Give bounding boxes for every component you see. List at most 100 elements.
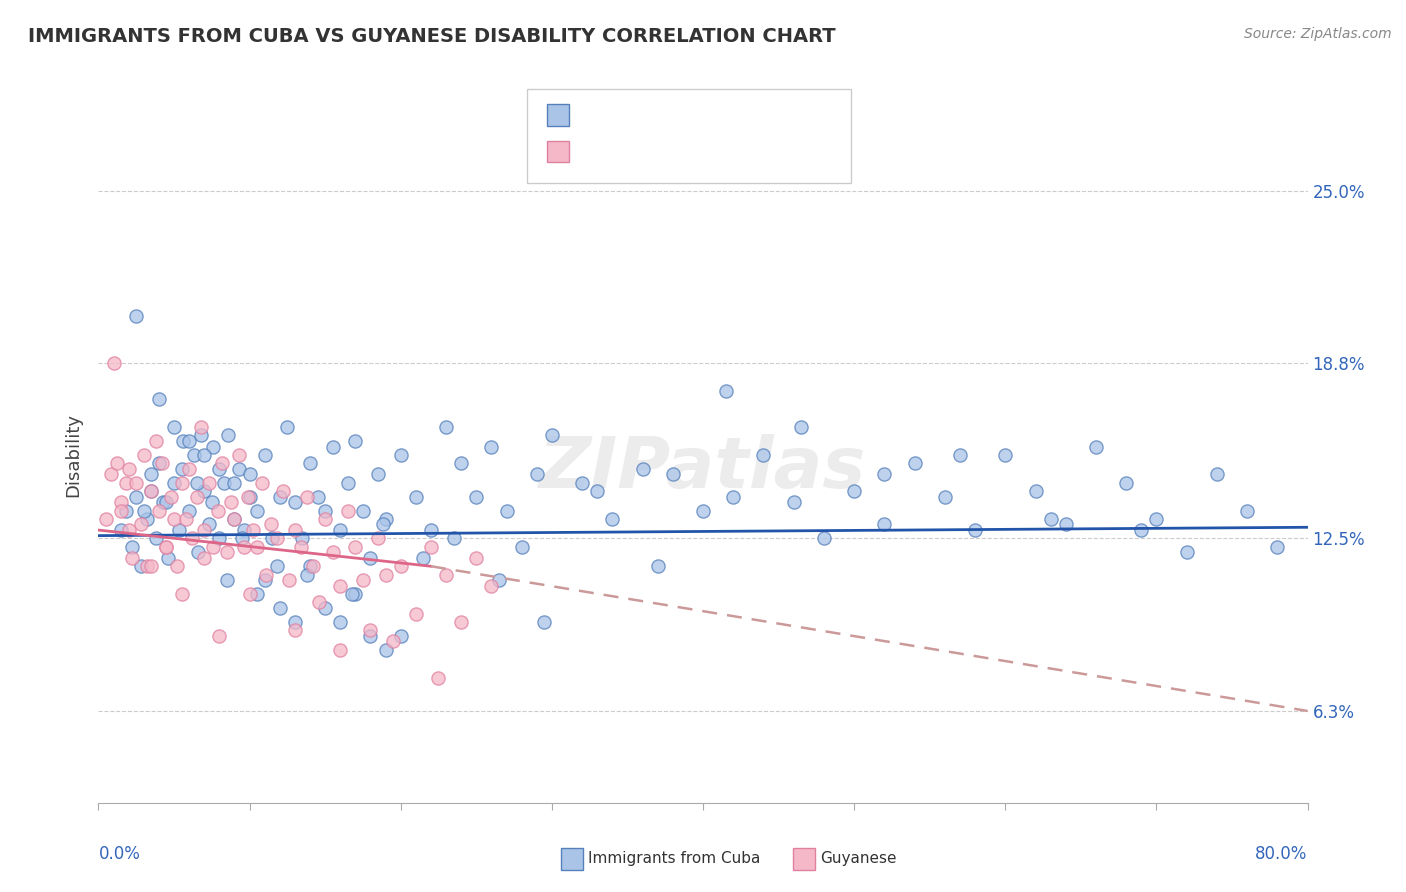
Point [1206, 467, 1229, 482]
Point [110, 503, 132, 517]
Point [495, 503, 517, 517]
Point [602, 512, 624, 526]
Point [342, 587, 364, 601]
Point [135, 512, 157, 526]
Point [94, 512, 117, 526]
Point [412, 550, 434, 565]
Point [250, 475, 273, 490]
Point [1115, 475, 1137, 490]
Point [208, 462, 231, 476]
Text: 0.0%: 0.0% [98, 845, 141, 863]
Point [260, 517, 283, 532]
Point [314, 601, 336, 615]
Text: 78: 78 [735, 145, 758, 159]
Point [163, 512, 186, 526]
Text: ZIPatlas: ZIPatlas [540, 434, 866, 503]
Point [156, 550, 179, 565]
Point [994, 448, 1017, 462]
Point [197, 517, 219, 532]
Point [141, 484, 163, 499]
Point [110, 523, 132, 537]
Point [308, 595, 330, 609]
Point [202, 440, 225, 454]
Point [190, 428, 212, 442]
Point [232, 523, 254, 537]
Text: Source: ZipAtlas.com: Source: ZipAtlas.com [1244, 27, 1392, 41]
Point [100, 467, 122, 482]
Point [253, 448, 276, 462]
Point [231, 532, 253, 546]
Point [526, 467, 548, 482]
Point [1146, 512, 1168, 526]
Point [329, 615, 352, 629]
Point [132, 503, 155, 517]
Point [118, 523, 141, 537]
Point [129, 559, 152, 574]
Point [934, 490, 956, 504]
Point [405, 607, 427, 621]
Point [145, 434, 167, 448]
Point [299, 559, 322, 574]
Point [284, 495, 307, 509]
Point [299, 456, 322, 470]
Text: R =: R = [574, 145, 609, 159]
Point [193, 550, 215, 565]
Point [141, 484, 163, 499]
Point [295, 567, 318, 582]
Text: Guyanese: Guyanese [820, 851, 896, 865]
Point [723, 490, 745, 504]
Point [367, 532, 389, 546]
Point [389, 448, 412, 462]
Point [443, 532, 465, 546]
Point [873, 517, 896, 532]
Point [1175, 545, 1198, 559]
Point [145, 532, 167, 546]
Text: N =: N = [686, 145, 723, 159]
Point [211, 456, 233, 470]
Point [266, 532, 288, 546]
Point [1130, 523, 1153, 537]
Point [174, 512, 197, 526]
Point [201, 495, 224, 509]
Point [752, 448, 775, 462]
Text: 0.015: 0.015 [623, 108, 673, 122]
Point [322, 440, 344, 454]
Point [271, 484, 294, 499]
Point [148, 392, 170, 407]
Point [152, 495, 174, 509]
Point [904, 456, 927, 470]
Point [155, 540, 177, 554]
Point [118, 462, 141, 476]
Point [266, 559, 288, 574]
Point [232, 540, 254, 554]
Point [322, 545, 344, 559]
Text: Immigrants from Cuba: Immigrants from Cuba [588, 851, 761, 865]
Point [336, 503, 359, 517]
Point [179, 434, 201, 448]
Point [329, 642, 352, 657]
Point [186, 475, 208, 490]
Point [135, 559, 157, 574]
Point [224, 512, 246, 526]
Point [215, 545, 238, 559]
Point [295, 490, 318, 504]
Point [783, 495, 806, 509]
Point [121, 540, 143, 554]
Point [239, 490, 262, 504]
Point [187, 545, 209, 559]
Point [344, 434, 367, 448]
Point [465, 550, 488, 565]
Point [382, 634, 405, 648]
Point [269, 490, 291, 504]
Point [110, 495, 132, 509]
Point [114, 503, 136, 517]
Point [166, 559, 188, 574]
Point [371, 517, 394, 532]
Point [148, 456, 170, 470]
Text: R =: R = [574, 108, 609, 122]
Text: N =: N = [686, 108, 723, 122]
Point [193, 448, 215, 462]
Point [246, 503, 269, 517]
Point [647, 559, 669, 574]
Point [533, 615, 555, 629]
